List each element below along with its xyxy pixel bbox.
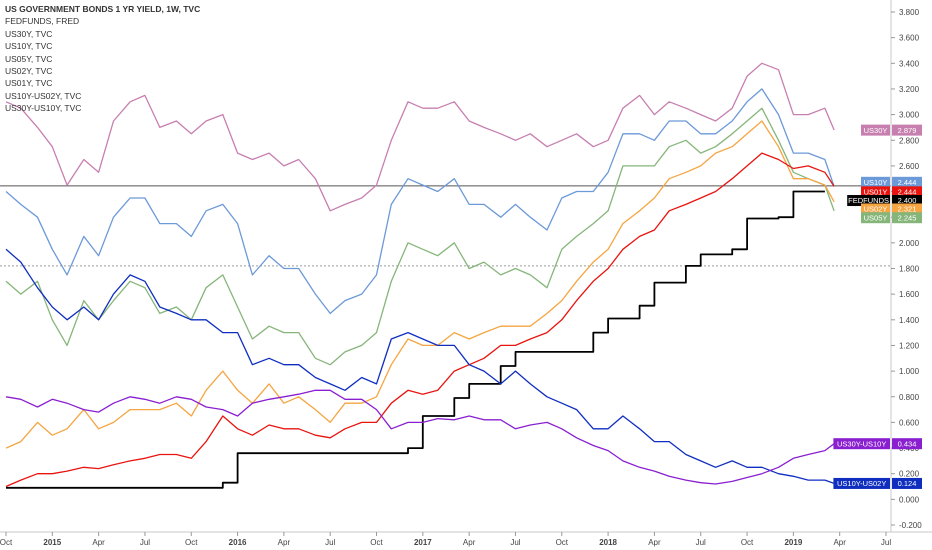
series-name-badge-label: US02Y bbox=[864, 205, 888, 214]
x-tick-label: Oct bbox=[741, 538, 754, 547]
x-tick-label: Oct bbox=[185, 538, 198, 547]
series-name-badge bbox=[847, 195, 890, 207]
x-tick-label: Jul bbox=[696, 538, 706, 547]
series-line-us05y[interactable] bbox=[5, 107, 835, 366]
y-tick-label: 1.400 bbox=[899, 316, 920, 325]
series-name-badge bbox=[861, 176, 890, 188]
y-tick-label: 0.800 bbox=[899, 393, 920, 402]
y-tick-label: 3.600 bbox=[899, 34, 920, 43]
y-tick-label: 1.200 bbox=[899, 341, 920, 350]
price-badge-value: 2.444 bbox=[898, 188, 917, 197]
x-tick-label: Apr bbox=[463, 538, 476, 547]
price-badge bbox=[892, 212, 922, 224]
x-tick-label: Oct bbox=[556, 538, 569, 547]
legend-item[interactable]: US30Y, TVC bbox=[5, 28, 53, 39]
series-name-badge-label: US10Y-US02Y bbox=[837, 479, 886, 488]
legend-item[interactable]: US05Y, TVC bbox=[5, 53, 53, 64]
x-tick-label: 2016 bbox=[229, 538, 247, 547]
price-badges: 2.444US30Y2.879US10Y2.444US01Y2.444FEDFU… bbox=[833, 124, 922, 489]
series-line-us30y-us10y[interactable] bbox=[5, 389, 835, 485]
series-name-badge-label: US01Y bbox=[864, 188, 888, 197]
legend-item[interactable]: US02Y, TVC bbox=[5, 66, 53, 77]
price-badge-value: 2.245 bbox=[898, 213, 917, 222]
y-tick-label: 3.200 bbox=[899, 85, 920, 94]
legend-item[interactable]: FEDFUNDS, FRED bbox=[5, 16, 80, 27]
x-tick-label: 2018 bbox=[599, 538, 617, 547]
price-badge-value: 2.321 bbox=[898, 205, 917, 214]
y-tick-label: 3.400 bbox=[899, 59, 920, 68]
legend[interactable]: US GOVERNMENT BONDS 1 YR YIELD, 1W, TVC … bbox=[5, 3, 200, 115]
x-tick-label: 2017 bbox=[414, 538, 432, 547]
series-name-badge bbox=[833, 477, 890, 489]
y-tick-label: 0.200 bbox=[899, 470, 920, 479]
series-line-us01y[interactable] bbox=[5, 152, 835, 488]
y-tick-label: 2.000 bbox=[899, 239, 920, 248]
price-badge bbox=[892, 124, 922, 136]
price-badge bbox=[892, 176, 922, 188]
legend-item[interactable]: US30Y-US10Y, TVC bbox=[5, 103, 82, 114]
x-tick-label: Oct bbox=[370, 538, 383, 547]
series-name-badge bbox=[833, 438, 890, 450]
series-line-us10y-us02y[interactable] bbox=[5, 248, 835, 485]
price-badge-value: 2.444 bbox=[898, 178, 917, 187]
series-name-badge bbox=[861, 212, 890, 224]
series-line-us10y[interactable] bbox=[5, 88, 835, 315]
x-tick-label: Jul bbox=[510, 538, 520, 547]
y-tick-label: 3.000 bbox=[899, 111, 920, 120]
x-tick-label: 2019 bbox=[784, 538, 802, 547]
series-name-badge bbox=[861, 203, 890, 215]
x-tick-label: Apr bbox=[833, 538, 846, 547]
x-axis[interactable]: Oct 2015 Apr Jul Oct 2016 Apr Jul Oct 2017 Apr Jul O… bbox=[0, 532, 891, 547]
x-tick-label: 2015 bbox=[43, 538, 61, 547]
series-layer bbox=[5, 62, 835, 489]
x-tick-label: Jul bbox=[325, 538, 335, 547]
y-axis[interactable]: 3.800 3.600 3.400 3.200 3.000 2.800 2.600 2.400… bbox=[891, 8, 922, 530]
x-tick-label: Apr bbox=[92, 538, 105, 547]
price-badge-value: 0.124 bbox=[898, 479, 917, 488]
x-tick-label: Jul bbox=[140, 538, 150, 547]
price-badge bbox=[892, 477, 922, 489]
series-line-us30y[interactable] bbox=[5, 62, 835, 212]
y-tick-label: 0.000 bbox=[899, 495, 920, 504]
x-tick-label: Apr bbox=[278, 538, 291, 547]
series-name-badge-label: US10Y bbox=[864, 178, 888, 187]
price-badge bbox=[892, 186, 922, 198]
series-name-badge-label: FEDFUNDS bbox=[848, 196, 889, 205]
y-tick-label: 3.800 bbox=[899, 8, 920, 17]
price-badge-value: 0.434 bbox=[898, 439, 917, 448]
y-tick-label: 2.800 bbox=[899, 136, 920, 145]
series-line-us02y[interactable] bbox=[5, 120, 835, 449]
price-badge bbox=[892, 438, 922, 450]
series-name-badge-label: US30Y-US10Y bbox=[837, 439, 886, 448]
x-tick-label: Jul bbox=[881, 538, 891, 547]
y-tick-label: 0.600 bbox=[899, 418, 920, 427]
legend-item[interactable]: US GOVERNMENT BONDS 1 YR YIELD, 1W, TVC bbox=[5, 4, 201, 14]
price-badge bbox=[892, 203, 922, 215]
legend-item[interactable]: US10Y, TVC bbox=[5, 41, 53, 52]
series-name-badge bbox=[861, 124, 890, 136]
y-tick-label: 1.800 bbox=[899, 265, 920, 274]
x-tick-label: Oct bbox=[0, 538, 13, 547]
price-badge-value: 2.400 bbox=[898, 196, 917, 205]
series-line-fedfunds[interactable] bbox=[6, 190, 825, 489]
y-tick-label: 1.600 bbox=[899, 290, 920, 299]
series-name-badge-label: US30Y bbox=[864, 126, 888, 135]
x-tick-label: Apr bbox=[648, 538, 661, 547]
y-tick-label: -0.200 bbox=[899, 521, 922, 530]
legend-item[interactable]: US10Y-US02Y, TVC bbox=[5, 90, 82, 101]
y-tick-label: 1.000 bbox=[899, 367, 920, 376]
price-badge-value: 2.879 bbox=[898, 126, 917, 135]
legend-item[interactable]: US01Y, TVC bbox=[5, 78, 53, 89]
price-badge bbox=[892, 195, 922, 207]
series-name-badge-label: US05Y bbox=[864, 213, 888, 222]
series-name-badge bbox=[861, 186, 890, 198]
y-tick-label: 2.600 bbox=[899, 162, 920, 171]
